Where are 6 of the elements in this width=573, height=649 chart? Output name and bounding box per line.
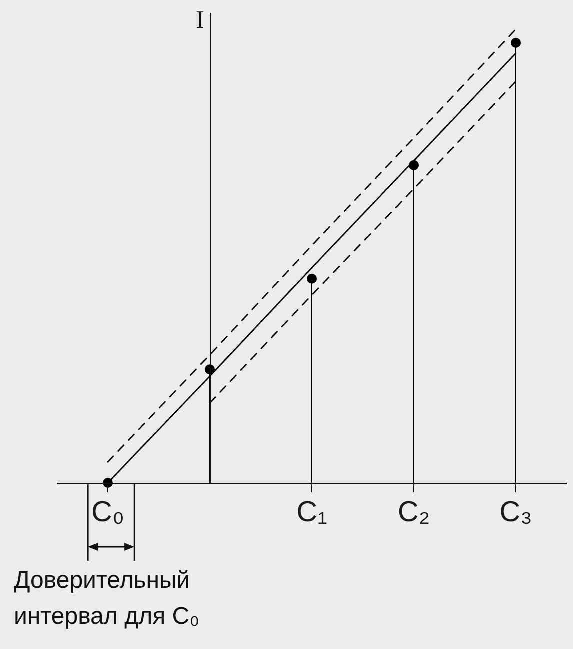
x-tick-label: C₂ bbox=[398, 496, 430, 528]
text: Доверительный интервал для C₀ bbox=[14, 566, 201, 632]
y-axis-title: I bbox=[196, 7, 204, 34]
x-tick-label: C₀ bbox=[92, 496, 124, 528]
x-tick-label: C₁ bbox=[296, 496, 328, 528]
x-tick-label: C₃ bbox=[500, 496, 532, 528]
